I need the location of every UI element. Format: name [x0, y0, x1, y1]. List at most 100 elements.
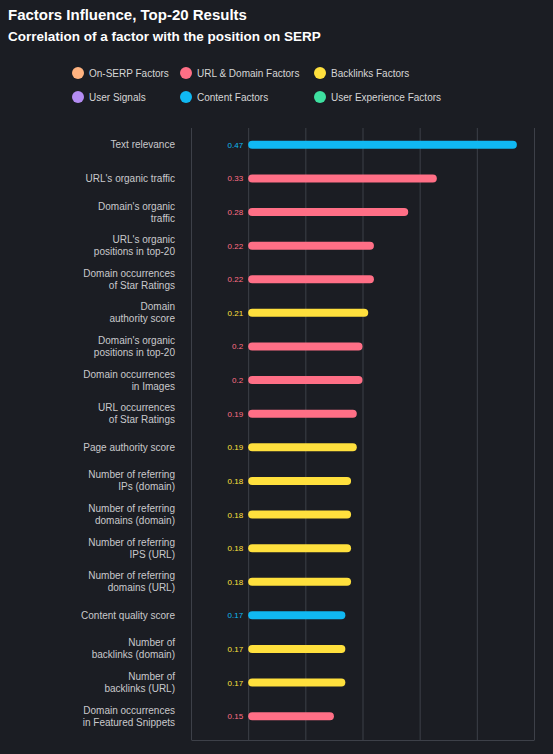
data-label: 0.22 — [228, 275, 244, 284]
category-label-line: Domain occurrences — [83, 268, 175, 279]
category-label-line: Domain's organic — [98, 335, 175, 346]
category-label-line: domains (URL) — [108, 582, 175, 593]
bar — [248, 342, 362, 350]
category-label: Content quality score — [81, 610, 175, 621]
data-label: 0.47 — [228, 141, 244, 150]
legend-swatch — [314, 91, 326, 103]
category-label-line: Page authority score — [83, 442, 175, 453]
tick — [534, 128, 535, 740]
chart: Factors Influence, Top-20 Results Correla… — [0, 0, 553, 754]
bar — [248, 174, 437, 182]
category-label-line: URL occurrences — [98, 402, 175, 413]
data-label: 0.19 — [228, 443, 244, 452]
category-label: Domain's organicpositions in top-20 — [94, 335, 176, 358]
bar — [248, 611, 345, 619]
grid-line — [420, 128, 421, 740]
category-label-line: Domain occurrences — [83, 369, 175, 380]
legend-item: Content Factors — [180, 91, 268, 103]
category-label-line: in Featured Snippets — [83, 717, 175, 728]
category-label: Page authority score — [83, 442, 175, 453]
grid-line — [534, 128, 535, 740]
data-label: 0.2 — [232, 342, 244, 351]
category-label-line: Number of referring — [88, 469, 175, 480]
category-label-line: of Star Ratings — [109, 280, 175, 291]
category-label: Number of referringIPs (domain) — [88, 469, 175, 492]
data-label: 0.18 — [228, 477, 244, 486]
category-label-line: URL's organic — [113, 234, 176, 245]
category-label-line: backlinks (URL) — [104, 683, 175, 694]
category-label-line: Domain — [141, 301, 175, 312]
legend-label: Backlinks Factors — [331, 68, 409, 79]
data-label: 0.18 — [228, 544, 244, 553]
grid-line — [363, 128, 364, 740]
bar — [248, 309, 368, 317]
category-label-line: Number of — [128, 671, 175, 682]
category-label-line: Domain occurrences — [83, 705, 175, 716]
y-axis: Text relevanceURL's organic trafficDomai… — [81, 139, 175, 727]
legend-swatch — [314, 67, 326, 79]
data-label: 0.19 — [228, 410, 244, 419]
data-label: 0.2 — [232, 376, 244, 385]
data-label: 0.28 — [228, 208, 244, 217]
category-label-line: IPS (URL) — [129, 549, 175, 560]
legend-label: On-SERP Factors — [89, 68, 169, 79]
background — [0, 0, 553, 754]
category-label-line: Content quality score — [81, 610, 175, 621]
bar — [248, 578, 351, 586]
bar — [248, 242, 374, 250]
category-label-line: domains (domain) — [95, 515, 175, 526]
category-label-line: traffic — [151, 213, 175, 224]
subtitle: Correlation of a factor with the positio… — [8, 29, 321, 44]
category-label: Domainauthority score — [109, 301, 175, 324]
category-label-line: Number of referring — [88, 503, 175, 514]
category-label: Domain's organictraffic — [98, 201, 175, 224]
bar — [248, 275, 374, 283]
axis-line — [192, 740, 535, 741]
data-label: 0.18 — [228, 511, 244, 520]
legend-item: User Signals — [72, 91, 146, 103]
category-label: Number of referringIPS (URL) — [88, 537, 175, 560]
category-label-line: Number of referring — [88, 537, 175, 548]
tick — [191, 128, 192, 740]
bar — [248, 208, 408, 216]
legend-label: Content Factors — [197, 92, 268, 103]
legend-swatch — [72, 67, 84, 79]
bar — [248, 141, 517, 149]
data-labels: 0.330.280.220.220.20.20.190.150.210.190.… — [228, 141, 244, 721]
bar — [248, 544, 351, 552]
category-label-line: URL's organic traffic — [85, 173, 175, 184]
data-label: 0.17 — [228, 645, 244, 654]
grid-line — [191, 128, 192, 740]
category-label: Domain occurrencesin Images — [83, 369, 175, 392]
category-label-line: of Star Ratings — [109, 414, 175, 425]
data-label: 0.33 — [228, 174, 244, 183]
data-label: 0.17 — [228, 611, 244, 620]
bar — [248, 511, 351, 519]
bar — [248, 645, 345, 653]
legend-swatch — [180, 91, 192, 103]
category-label-line: Number of — [128, 637, 175, 648]
legend: On-SERP Factors URL & Domain Factors Backl… — [72, 67, 441, 103]
data-label: 0.21 — [228, 309, 244, 318]
title: Factors Influence, Top-20 Results — [8, 6, 247, 23]
category-label: URL's organic traffic — [85, 173, 175, 184]
category-label: Domain occurrencesof Star Ratings — [83, 268, 175, 291]
legend-item: On-SERP Factors — [72, 67, 169, 79]
category-label: Domain occurrencesin Featured Snippets — [83, 705, 175, 728]
category-label-line: positions in top-20 — [94, 246, 176, 257]
grid-line — [477, 128, 478, 740]
bar — [248, 712, 334, 720]
data-label: 0.17 — [228, 679, 244, 688]
legend-label: URL & Domain Factors — [197, 68, 299, 79]
category-label-line: Number of referring — [88, 570, 175, 581]
bars — [248, 141, 517, 720]
bar — [248, 477, 351, 485]
data-label: 0.15 — [228, 712, 244, 721]
category-label: URL's organicpositions in top-20 — [94, 234, 176, 257]
category-label-line: backlinks (domain) — [92, 649, 175, 660]
category-label-line: in Images — [132, 381, 175, 392]
category-label: Number of referringdomains (URL) — [88, 570, 175, 593]
bar — [248, 443, 357, 451]
legend-label: User Experience Factors — [331, 92, 441, 103]
bar — [248, 679, 345, 687]
